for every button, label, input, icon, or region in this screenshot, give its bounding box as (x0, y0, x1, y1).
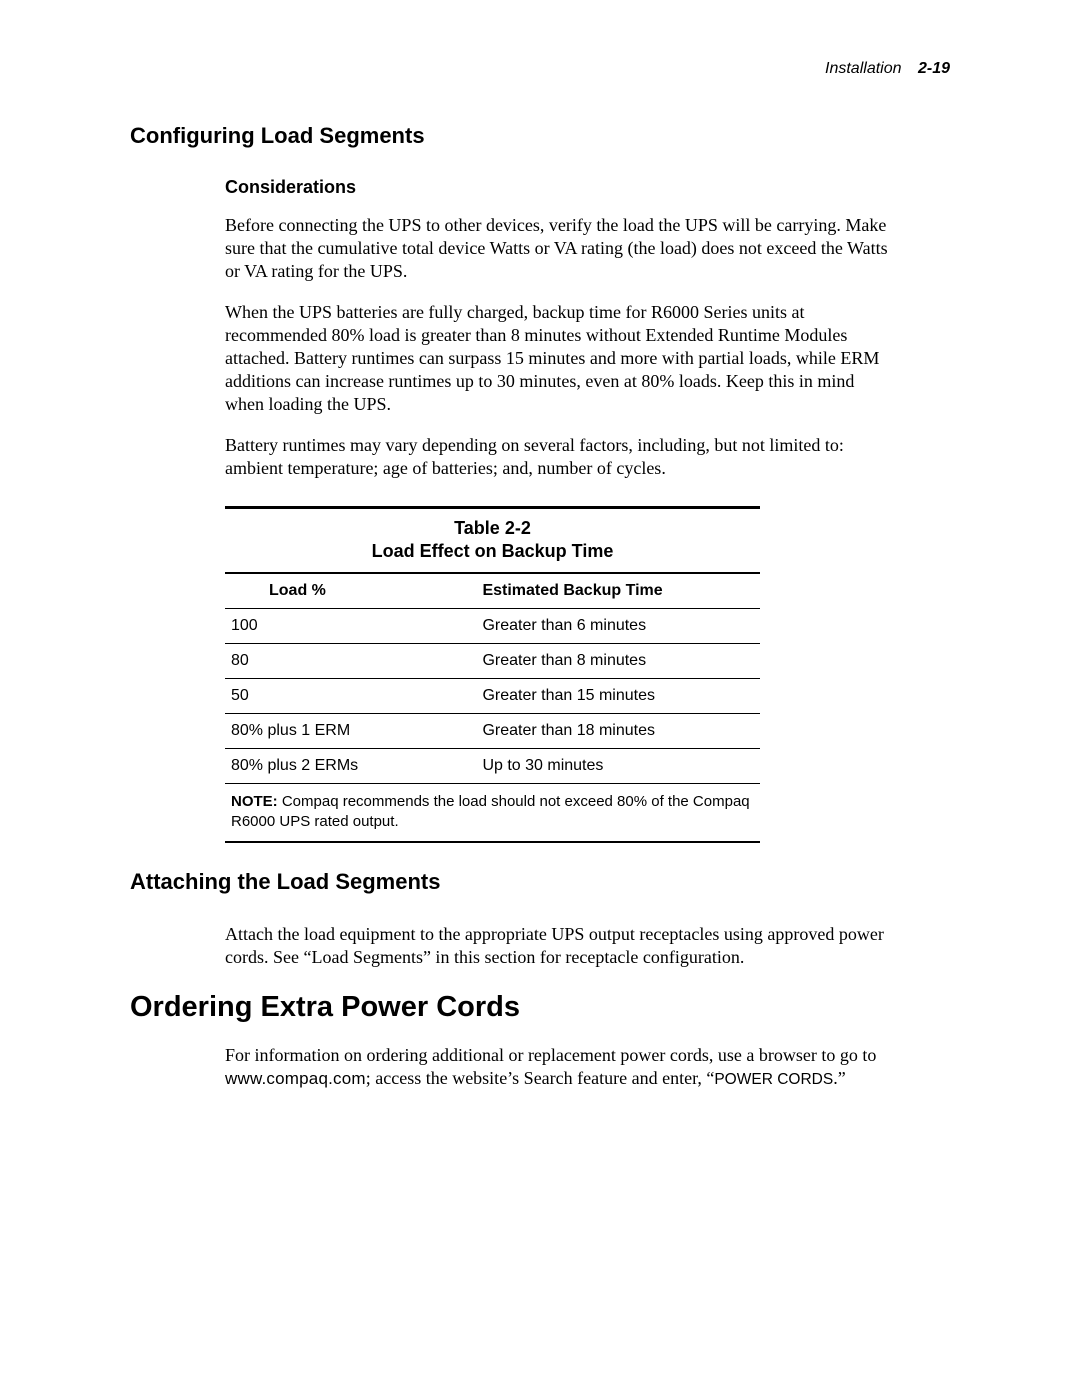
table-cell: Greater than 8 minutes (476, 644, 760, 679)
table-header-row: Load % Estimated Backup Time (225, 574, 760, 609)
text-span: ; access the website’s Search feature an… (366, 1068, 715, 1088)
header-page-number: 2-19 (918, 60, 950, 77)
table-cell: Greater than 18 minutes (476, 714, 760, 749)
text-span: .” (833, 1068, 846, 1088)
section-heading-configuring-load-segments: Configuring Load Segments (130, 123, 950, 149)
body-paragraph: Battery runtimes may vary depending on s… (225, 434, 890, 480)
table-cell: 80 (225, 644, 476, 679)
section-heading-attaching-load-segments: Attaching the Load Segments (130, 869, 950, 895)
table-title: Table 2-2 Load Effect on Backup Time (225, 509, 760, 572)
table-col-header: Estimated Backup Time (476, 574, 760, 609)
body-paragraph: When the UPS batteries are fully charged… (225, 301, 890, 416)
table-cell: Greater than 6 minutes (476, 609, 760, 644)
table-row: 50 Greater than 15 minutes (225, 679, 760, 714)
table-body: Load % Estimated Backup Time 100 Greater… (225, 574, 760, 784)
table-cell: 80% plus 2 ERMs (225, 749, 476, 784)
section-heading-ordering-power-cords: Ordering Extra Power Cords (130, 991, 950, 1024)
table-row: 80 Greater than 8 minutes (225, 644, 760, 679)
header-chapter: Installation (825, 60, 902, 77)
body-paragraph: Before connecting the UPS to other devic… (225, 214, 890, 283)
table-cell: Greater than 15 minutes (476, 679, 760, 714)
page-header: Installation 2-19 (130, 60, 950, 78)
body-paragraph: Attach the load equipment to the appropr… (225, 923, 890, 969)
table-col-header: Load % (225, 574, 476, 609)
table-cell: 100 (225, 609, 476, 644)
table-row: 80% plus 2 ERMs Up to 30 minutes (225, 749, 760, 784)
url-text: www.compaq.com (225, 1069, 366, 1088)
table-load-effect: Table 2-2 Load Effect on Backup Time Loa… (225, 506, 760, 843)
table-note-text: Compaq recommends the load should not ex… (231, 793, 750, 830)
table-number: Table 2-2 (225, 517, 760, 540)
table-note: NOTE: Compaq recommends the load should … (225, 784, 760, 843)
text-span: For information on ordering additional o… (225, 1045, 876, 1065)
table-row: 80% plus 1 ERM Greater than 18 minutes (225, 714, 760, 749)
body-paragraph: For information on ordering additional o… (225, 1044, 890, 1090)
subsection-heading-considerations: Considerations (225, 177, 890, 198)
caps-text: POWER CORDS (714, 1071, 833, 1088)
table-row: 100 Greater than 6 minutes (225, 609, 760, 644)
table-cell: 80% plus 1 ERM (225, 714, 476, 749)
table-note-label: NOTE: (231, 793, 278, 810)
table-cell: 50 (225, 679, 476, 714)
table-cell: Up to 30 minutes (476, 749, 760, 784)
table-caption: Load Effect on Backup Time (225, 540, 760, 563)
